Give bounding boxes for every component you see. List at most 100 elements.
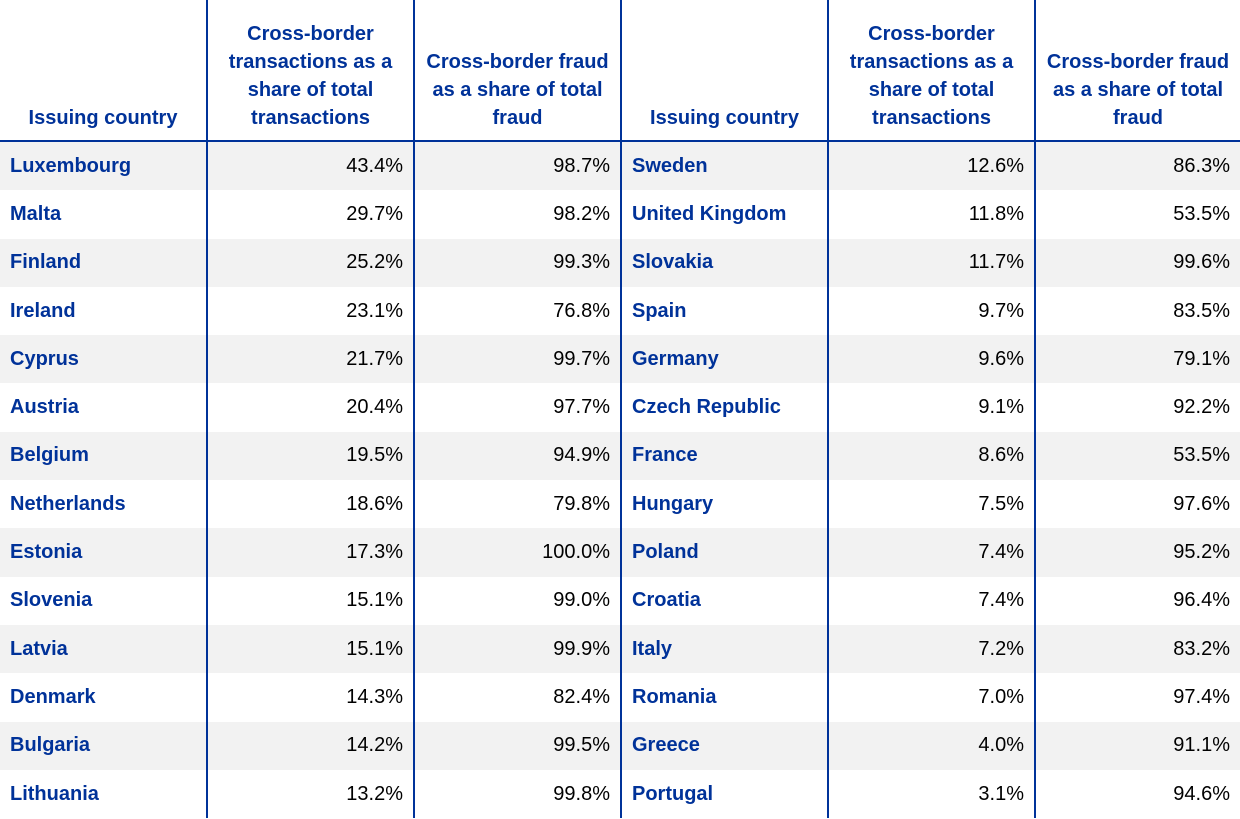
left-country-cell: Luxembourg [0,141,208,191]
right-tx-share-cell: 4.0% [828,721,1036,770]
left-tx-share-cell: 23.1% [207,286,415,336]
left-fraud-share-cell: 99.0% [414,576,622,625]
table-row: Latvia 15.1% 99.9% Italy 7.2% 83.2% [0,624,1240,674]
right-tx-share-cell: 7.0% [828,673,1036,722]
left-tx-share-cell: 14.2% [207,721,415,770]
left-tx-share-cell: 15.1% [207,624,415,674]
left-tx-share-cell: 14.3% [207,673,415,722]
left-country-cell: Slovenia [0,576,208,625]
table-row: Bulgaria 14.2% 99.5% Greece 4.0% 91.1% [0,721,1240,770]
header-tx-share-right: Cross-border transactions as a share of … [828,0,1036,142]
right-country-cell: Romania [621,673,829,722]
right-tx-share-cell: 7.4% [828,528,1036,577]
left-country-cell: Malta [0,190,208,239]
right-fraud-share-cell: 95.2% [1035,528,1240,577]
left-fraud-share-cell: 98.7% [414,141,622,191]
right-tx-share-cell: 12.6% [828,141,1036,191]
left-tx-share-cell: 19.5% [207,431,415,481]
right-tx-share-cell: 9.6% [828,335,1036,384]
right-fraud-share-cell: 83.5% [1173,299,1230,322]
left-fraud-share-cell: 99.3% [414,238,622,287]
header-tx-share-left: Cross-border transactions as a share of … [207,0,415,142]
left-country-cell: Lithuania [0,769,208,819]
table-row: Austria 20.4% 97.7% Czech Republic 9.1% 92.2% [0,383,1240,432]
right-fraud-share-cell: 96.4% [1173,589,1230,612]
right-tx-share-cell: 9.1% [828,383,1036,432]
right-country-cell: Slovakia [621,238,829,287]
right-country-cell: Hungary [621,480,829,529]
left-fraud-share-cell: 79.8% [414,480,622,529]
left-fraud-share-cell: 98.2% [414,190,622,239]
left-fraud-share-cell: 100.0% [414,528,622,577]
right-fraud-share-cell: 91.1% [1035,721,1240,770]
header-fraud-share-left: Cross-border fraud as a share of total f… [414,0,622,142]
right-country-cell: Spain [621,286,829,336]
left-country-cell: Denmark [0,673,208,722]
table-row: Belgium 19.5% 94.9% France 8.6% 53.5% [0,431,1240,481]
left-tx-share-cell: 15.1% [207,576,415,625]
right-fraud-share-cell: 97.4% [1173,685,1230,708]
left-fraud-share-cell: 82.4% [414,673,622,722]
left-tx-share-cell: 20.4% [207,383,415,432]
table-row: Ireland 23.1% 76.8% Spain 9.7% 83.5% [0,286,1240,336]
table-row: Denmark 14.3% 82.4% Romania 7.0% 97.4% [0,673,1240,722]
right-fraud-share-cell: 94.6% [1173,782,1230,805]
right-country-cell: Greece [621,721,829,770]
left-country-cell: Bulgaria [0,721,208,770]
table-row: Lithuania 13.2% 99.8% Portugal 3.1% 94.6% [0,769,1240,819]
right-fraud-share-cell: 79.1% [1035,335,1240,384]
right-country-cell: Portugal [621,769,829,819]
left-tx-share-cell: 13.2% [207,769,415,819]
left-country-cell: Netherlands [0,480,208,529]
right-tx-share-cell: 7.2% [828,624,1036,674]
right-country-cell: Germany [621,335,829,384]
right-tx-share-cell: 11.7% [828,238,1036,287]
table-row: Netherlands 18.6% 79.8% Hungary 7.5% 97.6% [0,480,1240,529]
left-fraud-share-cell: 99.8% [414,769,622,819]
right-tx-share-cell: 8.6% [828,431,1036,481]
left-country-cell: Cyprus [0,335,208,384]
right-fraud-share-cell: 86.3% [1035,141,1240,191]
header-row: Issuing country Cross-border transaction… [0,0,1240,142]
right-fraud-share-cell: 97.6% [1173,492,1230,515]
right-tx-share-cell: 9.7% [828,286,1036,336]
left-country-cell: Latvia [0,624,208,674]
right-tx-share-cell: 11.8% [828,190,1036,239]
table-row: Malta 29.7% 98.2% United Kingdom 11.8% 53.5% [0,190,1240,239]
left-fraud-share-cell: 99.7% [414,335,622,384]
right-fraud-share-cell: 53.5% [1035,431,1240,481]
right-country-cell: Italy [621,624,829,674]
left-fraud-share-cell: 99.5% [414,721,622,770]
table-row: Cyprus 21.7% 99.7% Germany 9.6% 79.1% [0,335,1240,384]
table-row: Estonia 17.3% 100.0% Poland 7.4% 95.2% [0,528,1240,577]
table-body: Luxembourg 43.4% 98.7% Sweden 12.6% 86.3% Malt… [0,141,1240,819]
table-row: Luxembourg 43.4% 98.7% Sweden 12.6% 86.3% [0,141,1240,191]
right-fraud-share-cell: 53.5% [1173,202,1230,225]
right-country-cell: Czech Republic [621,383,829,432]
right-fraud-share-cell: 83.2% [1035,624,1240,674]
right-country-cell: Poland [621,528,829,577]
header-fraud-share-right: Cross-border fraud as a share of total f… [1035,0,1240,142]
right-tx-share-cell: 7.5% [828,480,1036,529]
left-country-cell: Finland [0,238,208,287]
left-fraud-share-cell: 94.9% [414,431,622,481]
right-tx-share-cell: 3.1% [828,769,1036,819]
left-fraud-share-cell: 99.9% [414,624,622,674]
left-tx-share-cell: 21.7% [207,335,415,384]
left-fraud-share-cell: 76.8% [414,286,622,336]
right-country-cell: France [621,431,829,481]
left-tx-share-cell: 43.4% [207,141,415,191]
left-fraud-share-cell: 97.7% [414,383,622,432]
right-country-cell: Sweden [621,141,829,191]
header-issuing-country-left: Issuing country [0,0,208,142]
right-country-cell: Croatia [621,576,829,625]
header-issuing-country-right: Issuing country [621,0,829,142]
right-country-cell: United Kingdom [621,190,829,239]
left-tx-share-cell: 25.2% [207,238,415,287]
left-tx-share-cell: 17.3% [207,528,415,577]
left-country-cell: Belgium [0,431,208,481]
table-row: Slovenia 15.1% 99.0% Croatia 7.4% 96.4% [0,576,1240,625]
left-country-cell: Estonia [0,528,208,577]
left-tx-share-cell: 29.7% [207,190,415,239]
